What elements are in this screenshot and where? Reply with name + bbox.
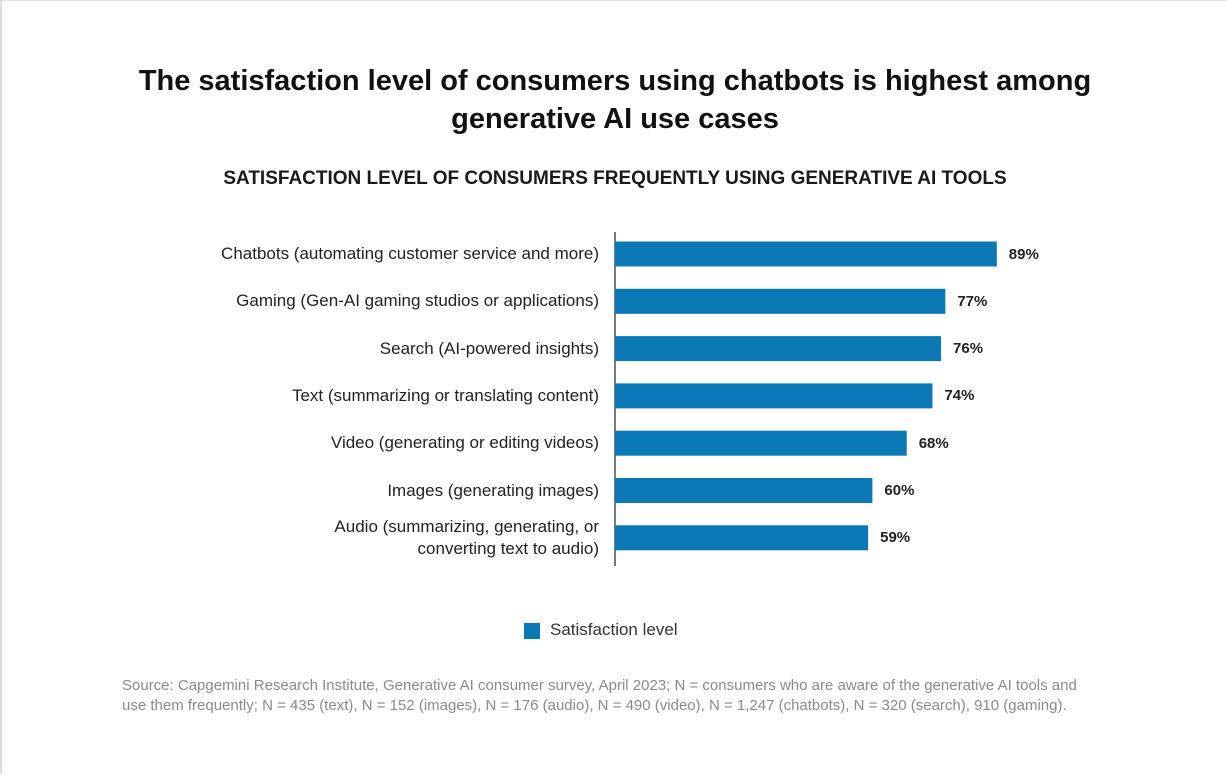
bar <box>615 241 997 267</box>
category-label: Images (generating images) <box>387 480 599 500</box>
value-label: 60% <box>884 482 915 499</box>
value-label: 89% <box>1008 245 1039 263</box>
bar <box>615 383 933 409</box>
value-label: 68% <box>918 434 949 452</box>
bar <box>615 478 873 503</box>
value-label: 76% <box>953 340 984 358</box>
bar <box>615 430 907 456</box>
category-label: Audio (summarizing, generating, or conve… <box>334 516 599 558</box>
bar <box>615 336 942 362</box>
chart-title: The satisfaction level of consumers usin… <box>138 65 1092 135</box>
source-note: Source: Capgemini Research Institute, Ge… <box>122 677 1077 714</box>
category-label: Chatbots (automating customer service an… <box>221 244 599 263</box>
legend-swatch <box>524 623 540 639</box>
chart-subtitle: SATISFACTION LEVEL OF CONSUMERS FREQUENT… <box>223 168 1007 189</box>
legend-label: Satisfaction level <box>550 620 678 639</box>
value-label: 77% <box>957 292 988 310</box>
bar <box>615 288 946 314</box>
category-label: Gaming (Gen-AI gaming studios or applica… <box>236 291 599 311</box>
category-label: Text (summarizing or translating content… <box>291 385 599 405</box>
bar <box>615 525 869 551</box>
category-label: Video (generating or editing videos) <box>330 433 599 453</box>
category-label: Search (AI-powered insights) <box>379 338 599 358</box>
value-label: 74% <box>944 387 975 405</box>
value-label: 59% <box>880 529 911 547</box>
